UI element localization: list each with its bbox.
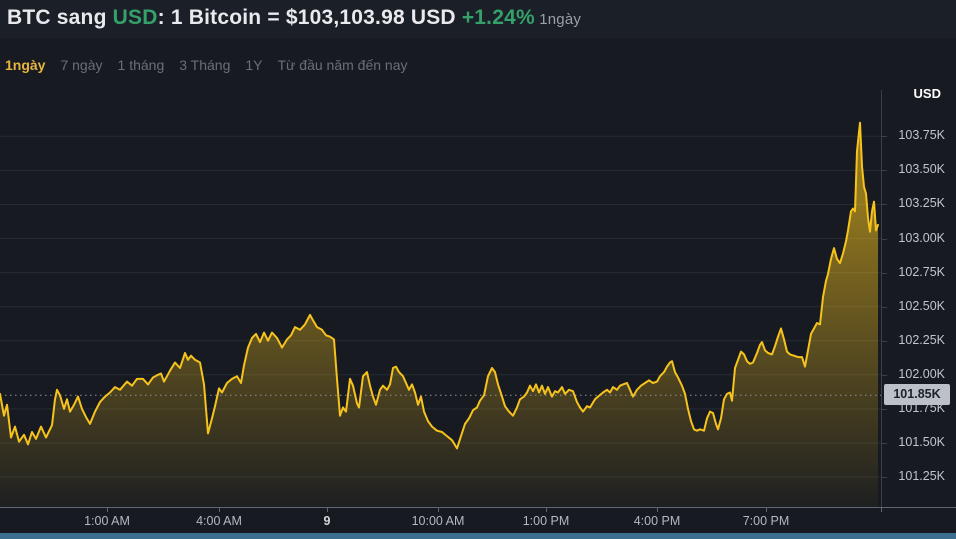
tab-7d[interactable]: 7 ngày (60, 57, 103, 73)
title-pair-to: USD (112, 6, 158, 29)
y-tick-label-103.25K: 103.25K (898, 196, 945, 210)
x-tick-label-7-00-PM: 7:00 PM (742, 514, 790, 528)
tab-1y[interactable]: 1Y (245, 57, 263, 73)
y-tick-label-101.50K: 101.50K (898, 435, 945, 449)
x-tick-label-9: 9 (323, 514, 331, 528)
tab-1d[interactable]: 1ngày (5, 57, 46, 73)
y-tick-mark (882, 273, 887, 274)
y-tick-mark (882, 341, 887, 342)
y-tick-mark (882, 307, 887, 308)
y-tick-mark (882, 136, 887, 137)
window-bottom-edge (0, 533, 956, 539)
y-tick-label-102.25K: 102.25K (898, 333, 945, 347)
price-change-percent: +1.24% (461, 6, 535, 29)
x-tick-mark (546, 507, 547, 512)
x-tick-mark (438, 507, 439, 512)
y-tick-mark (882, 375, 887, 376)
x-tick-mark (327, 507, 328, 512)
y-tick-label-103.00K: 103.00K (898, 231, 945, 245)
y-tick-label-102.50K: 102.50K (898, 299, 945, 313)
x-axis-line (0, 507, 956, 508)
y-tick-mark (882, 443, 887, 444)
y-axis-unit-label: USD (913, 86, 941, 101)
y-tick-mark (882, 204, 887, 205)
x-tick-label-1-00-PM: 1:00 PM (522, 514, 570, 528)
y-tick-mark (882, 477, 887, 478)
x-tick-mark (766, 507, 767, 512)
tab-ytd[interactable]: Từ đầu năm đến nay (277, 57, 408, 73)
x-tick-label-10-00-AM: 10:00 AM (411, 514, 465, 528)
page-title: BTC sang USD: 1 Bitcoin = $103,103.98 US… (7, 6, 581, 30)
reference-price-badge: 101.85K (884, 384, 950, 405)
x-tick-mark (107, 507, 108, 512)
title-period: 1ngày (534, 11, 582, 28)
x-tick-label-1-00-AM: 1:00 AM (84, 514, 130, 528)
price-line (0, 121, 879, 450)
title-pair-from: BTC sang (7, 6, 113, 29)
y-tick-label-102.75K: 102.75K (898, 265, 945, 279)
y-tick-label-102.00K: 102.00K (898, 367, 945, 381)
price-chart-svg[interactable] (0, 90, 881, 507)
tab-1m[interactable]: 1 tháng (117, 57, 165, 73)
y-tick-mark (882, 239, 887, 240)
y-tick-label-103.75K: 103.75K (898, 128, 945, 142)
x-tick-label-4-00-PM: 4:00 PM (633, 514, 681, 528)
y-tick-label-103.50K: 103.50K (898, 162, 945, 176)
price-area-fill (0, 122, 878, 507)
tab-3m[interactable]: 3 Tháng (179, 57, 231, 73)
y-tick-mark (882, 170, 887, 171)
time-range-tabs: 1ngày 7 ngày 1 tháng 3 Tháng 1Y Từ đầu năm đế… (5, 57, 408, 73)
x-tick-mark (881, 507, 882, 512)
x-tick-mark (219, 507, 220, 512)
title-price: : 1 Bitcoin = $103,103.98 USD (157, 6, 462, 29)
x-tick-label-4-00-AM: 4:00 AM (196, 514, 242, 528)
x-tick-mark (657, 507, 658, 512)
y-tick-label-101.25K: 101.25K (898, 469, 945, 483)
y-tick-mark (882, 409, 887, 410)
y-axis-gutter: 103.75K 103.50K 103.25K 103.00K 102.75K 102.5… (881, 90, 956, 507)
chart-header: BTC sang USD: 1 Bitcoin = $103,103.98 US… (0, 0, 956, 38)
